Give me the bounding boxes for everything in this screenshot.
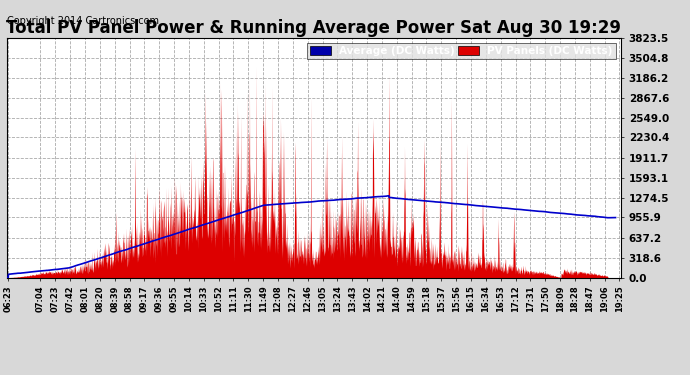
Title: Total PV Panel Power & Running Average Power Sat Aug 30 19:29: Total PV Panel Power & Running Average P…	[6, 20, 622, 38]
Legend: Average (DC Watts), PV Panels (DC Watts): Average (DC Watts), PV Panels (DC Watts)	[307, 43, 615, 59]
Text: Copyright 2014 Cartronics.com: Copyright 2014 Cartronics.com	[7, 16, 159, 26]
